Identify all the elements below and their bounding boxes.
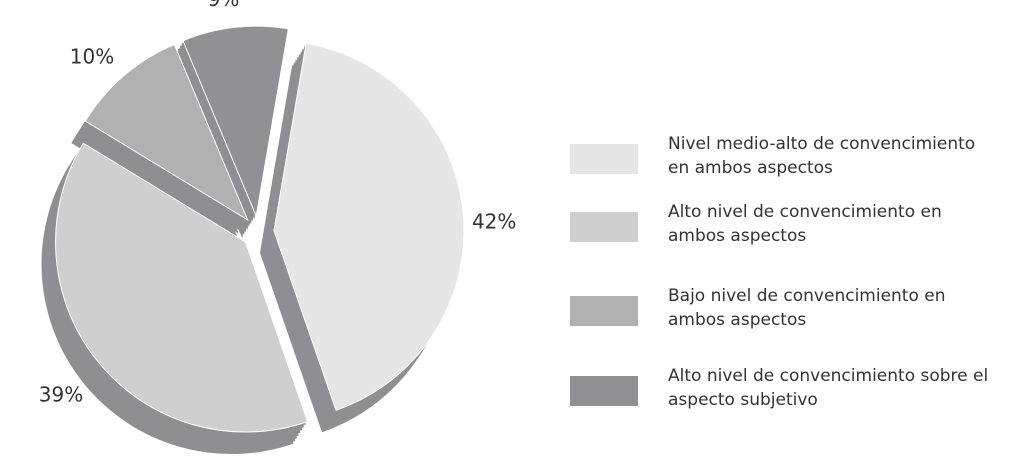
- slice: [182, 25, 289, 218]
- slice: [273, 42, 465, 411]
- legend-item: Bajo nivel de convencimiento en ambos as…: [570, 286, 1010, 356]
- slice: [84, 43, 249, 222]
- legend-label: Alto nivel de convencimiento en ambos as…: [668, 202, 942, 246]
- legend-swatch: [570, 376, 638, 406]
- data-label: 42%: [472, 210, 516, 234]
- legend-label: Nivel medio-alto de convencimiento en am…: [668, 134, 976, 178]
- data-label: 39%: [39, 383, 83, 407]
- data-label: 10%: [70, 44, 114, 68]
- legend-label: Alto nivel de convencimiento sobre el as…: [668, 366, 989, 410]
- legend-item: Alto nivel de convencimiento sobre el as…: [570, 366, 1010, 436]
- slice: [55, 142, 309, 433]
- legend-swatch: [570, 144, 638, 174]
- legend-swatch: [570, 296, 638, 326]
- legend-label: Bajo nivel de convencimiento en ambos as…: [668, 286, 946, 330]
- pie-chart: 42% 39% 10% 9%: [39, 0, 516, 455]
- legend-swatch: [570, 212, 638, 242]
- legend-item: Alto nivel de convencimiento en ambos as…: [570, 202, 1010, 272]
- legend-item: Nivel medio-alto de convencimiento en am…: [570, 134, 1010, 204]
- data-label: 9%: [208, 0, 240, 11]
